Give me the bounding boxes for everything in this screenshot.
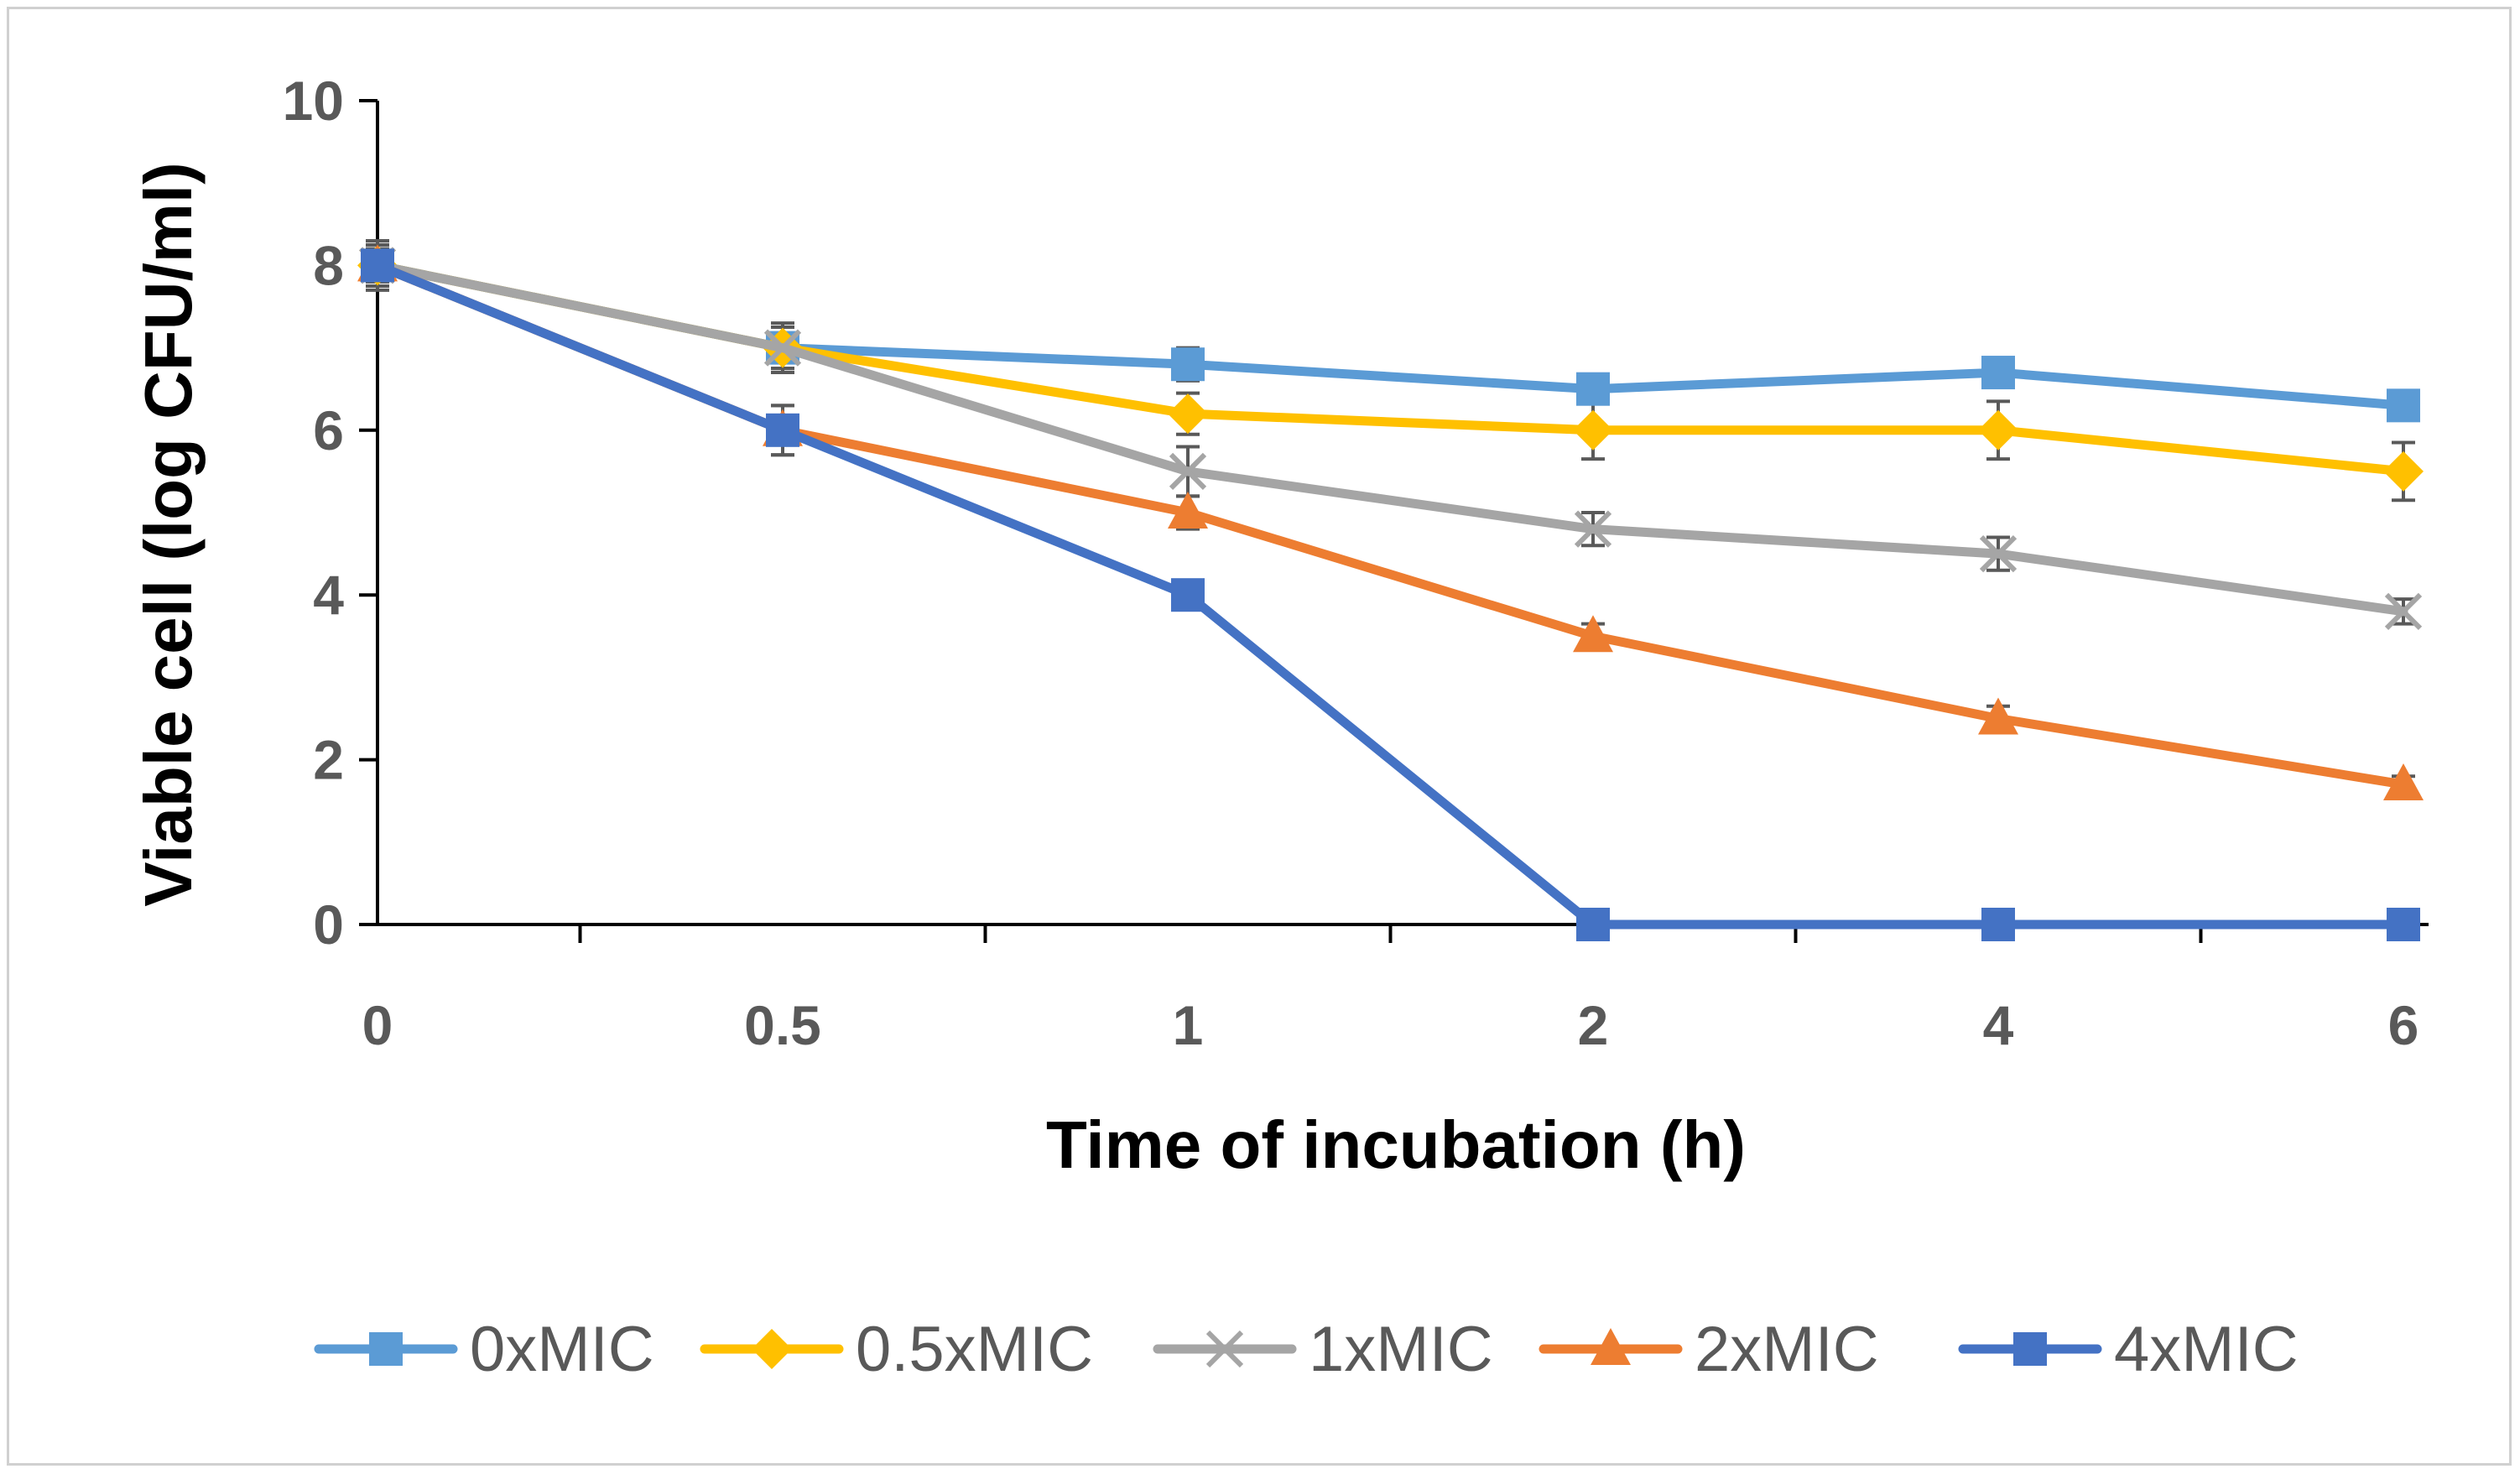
data-point-diamond: [1168, 393, 1208, 435]
data-point-x-stroke: [2384, 592, 2423, 630]
data-point-square: [1576, 372, 1610, 406]
data-point-square: [1981, 908, 2015, 941]
legend-item: 0.5xMIC: [700, 1314, 1093, 1385]
data-point-diamond: [752, 1329, 792, 1369]
x-tick-labels: 0 0.5 1 2 4 6: [362, 994, 2419, 1056]
x-tick-label: 2: [1578, 994, 1609, 1056]
legend-label: 2xMIC: [1695, 1314, 1879, 1385]
y-tick-label: 6: [313, 399, 344, 461]
data-point-diamond: [1978, 409, 2018, 451]
y-axis-title: Viable cell (log CFU/ml): [131, 162, 206, 907]
data-point-triangle: [2383, 763, 2424, 801]
legend-item: 0xMIC: [314, 1314, 654, 1385]
data-point-x-stroke: [1979, 534, 2018, 573]
series-line: [372, 260, 2408, 789]
legend-label: 0.5xMIC: [856, 1314, 1093, 1385]
data-point-triangle: [1168, 492, 1208, 529]
y-tick-label: 0: [313, 893, 344, 956]
data-point-triangle: [1978, 697, 2018, 735]
x-tick-label: 0: [362, 994, 393, 1056]
legend-label: 4xMIC: [2114, 1314, 2299, 1385]
axes: [359, 99, 2429, 943]
legend-item: 1xMIC: [1153, 1314, 1493, 1385]
data-point-square: [1171, 347, 1205, 382]
data-point-x-stroke: [1574, 510, 1612, 548]
legend-label: 1xMIC: [1309, 1314, 1493, 1385]
data-point-x-stroke: [1205, 1330, 1244, 1368]
data-point-triangle: [1591, 1328, 1631, 1365]
y-tick-label: 8: [313, 234, 344, 296]
data-point-square: [1576, 908, 1610, 941]
data-point-diamond: [1573, 409, 1613, 451]
x-tick-label: 6: [2388, 994, 2419, 1056]
data-point-x-stroke: [763, 329, 802, 367]
data-point-diamond: [2383, 451, 2424, 492]
data-point-x: [1574, 510, 1612, 548]
data-point-square: [766, 413, 799, 447]
legend-item: 2xMIC: [1539, 1314, 1879, 1385]
data-point-x: [763, 329, 802, 367]
data-point-x: [1169, 452, 1207, 491]
x-tick-label: 0.5: [744, 994, 821, 1056]
data-point-square: [1171, 578, 1205, 612]
data-point-x: [2384, 592, 2423, 630]
x-axis-title: Time of incubation (h): [1046, 1107, 1746, 1182]
series-0xMIC: [361, 248, 2420, 423]
y-tick-labels: 0 2 4 6 8 10: [283, 70, 345, 956]
series-line: [372, 260, 2408, 930]
data-point-x-stroke: [1169, 452, 1207, 491]
series-line: [372, 260, 2408, 617]
y-tick-label: 4: [313, 564, 344, 626]
series-lines: [357, 244, 2424, 941]
data-point-square: [361, 248, 394, 283]
x-tick-label: 1: [1173, 994, 1204, 1056]
y-tick-label: 10: [283, 70, 344, 132]
x-tick-label: 4: [1983, 994, 2014, 1056]
data-point-square: [369, 1332, 403, 1366]
data-point-x: [1979, 534, 2018, 573]
data-point-square: [2387, 388, 2420, 423]
data-point-x: [1205, 1330, 1244, 1368]
y-tick-label: 2: [313, 729, 344, 791]
legend-label: 0xMIC: [470, 1314, 654, 1385]
series-4xMIC: [361, 248, 2420, 941]
legend-item: 4xMIC: [1958, 1314, 2299, 1385]
data-point-triangle: [1573, 615, 1613, 653]
data-point-square: [1981, 356, 2015, 390]
data-point-square: [2387, 908, 2420, 941]
series-line: [372, 260, 2408, 477]
series-0.5xMIC: [357, 245, 2424, 492]
legend: 0xMIC 0.5xMIC 1xMIC 2xMIC 4xMIC: [314, 1314, 2299, 1385]
data-point-square: [2013, 1332, 2047, 1366]
